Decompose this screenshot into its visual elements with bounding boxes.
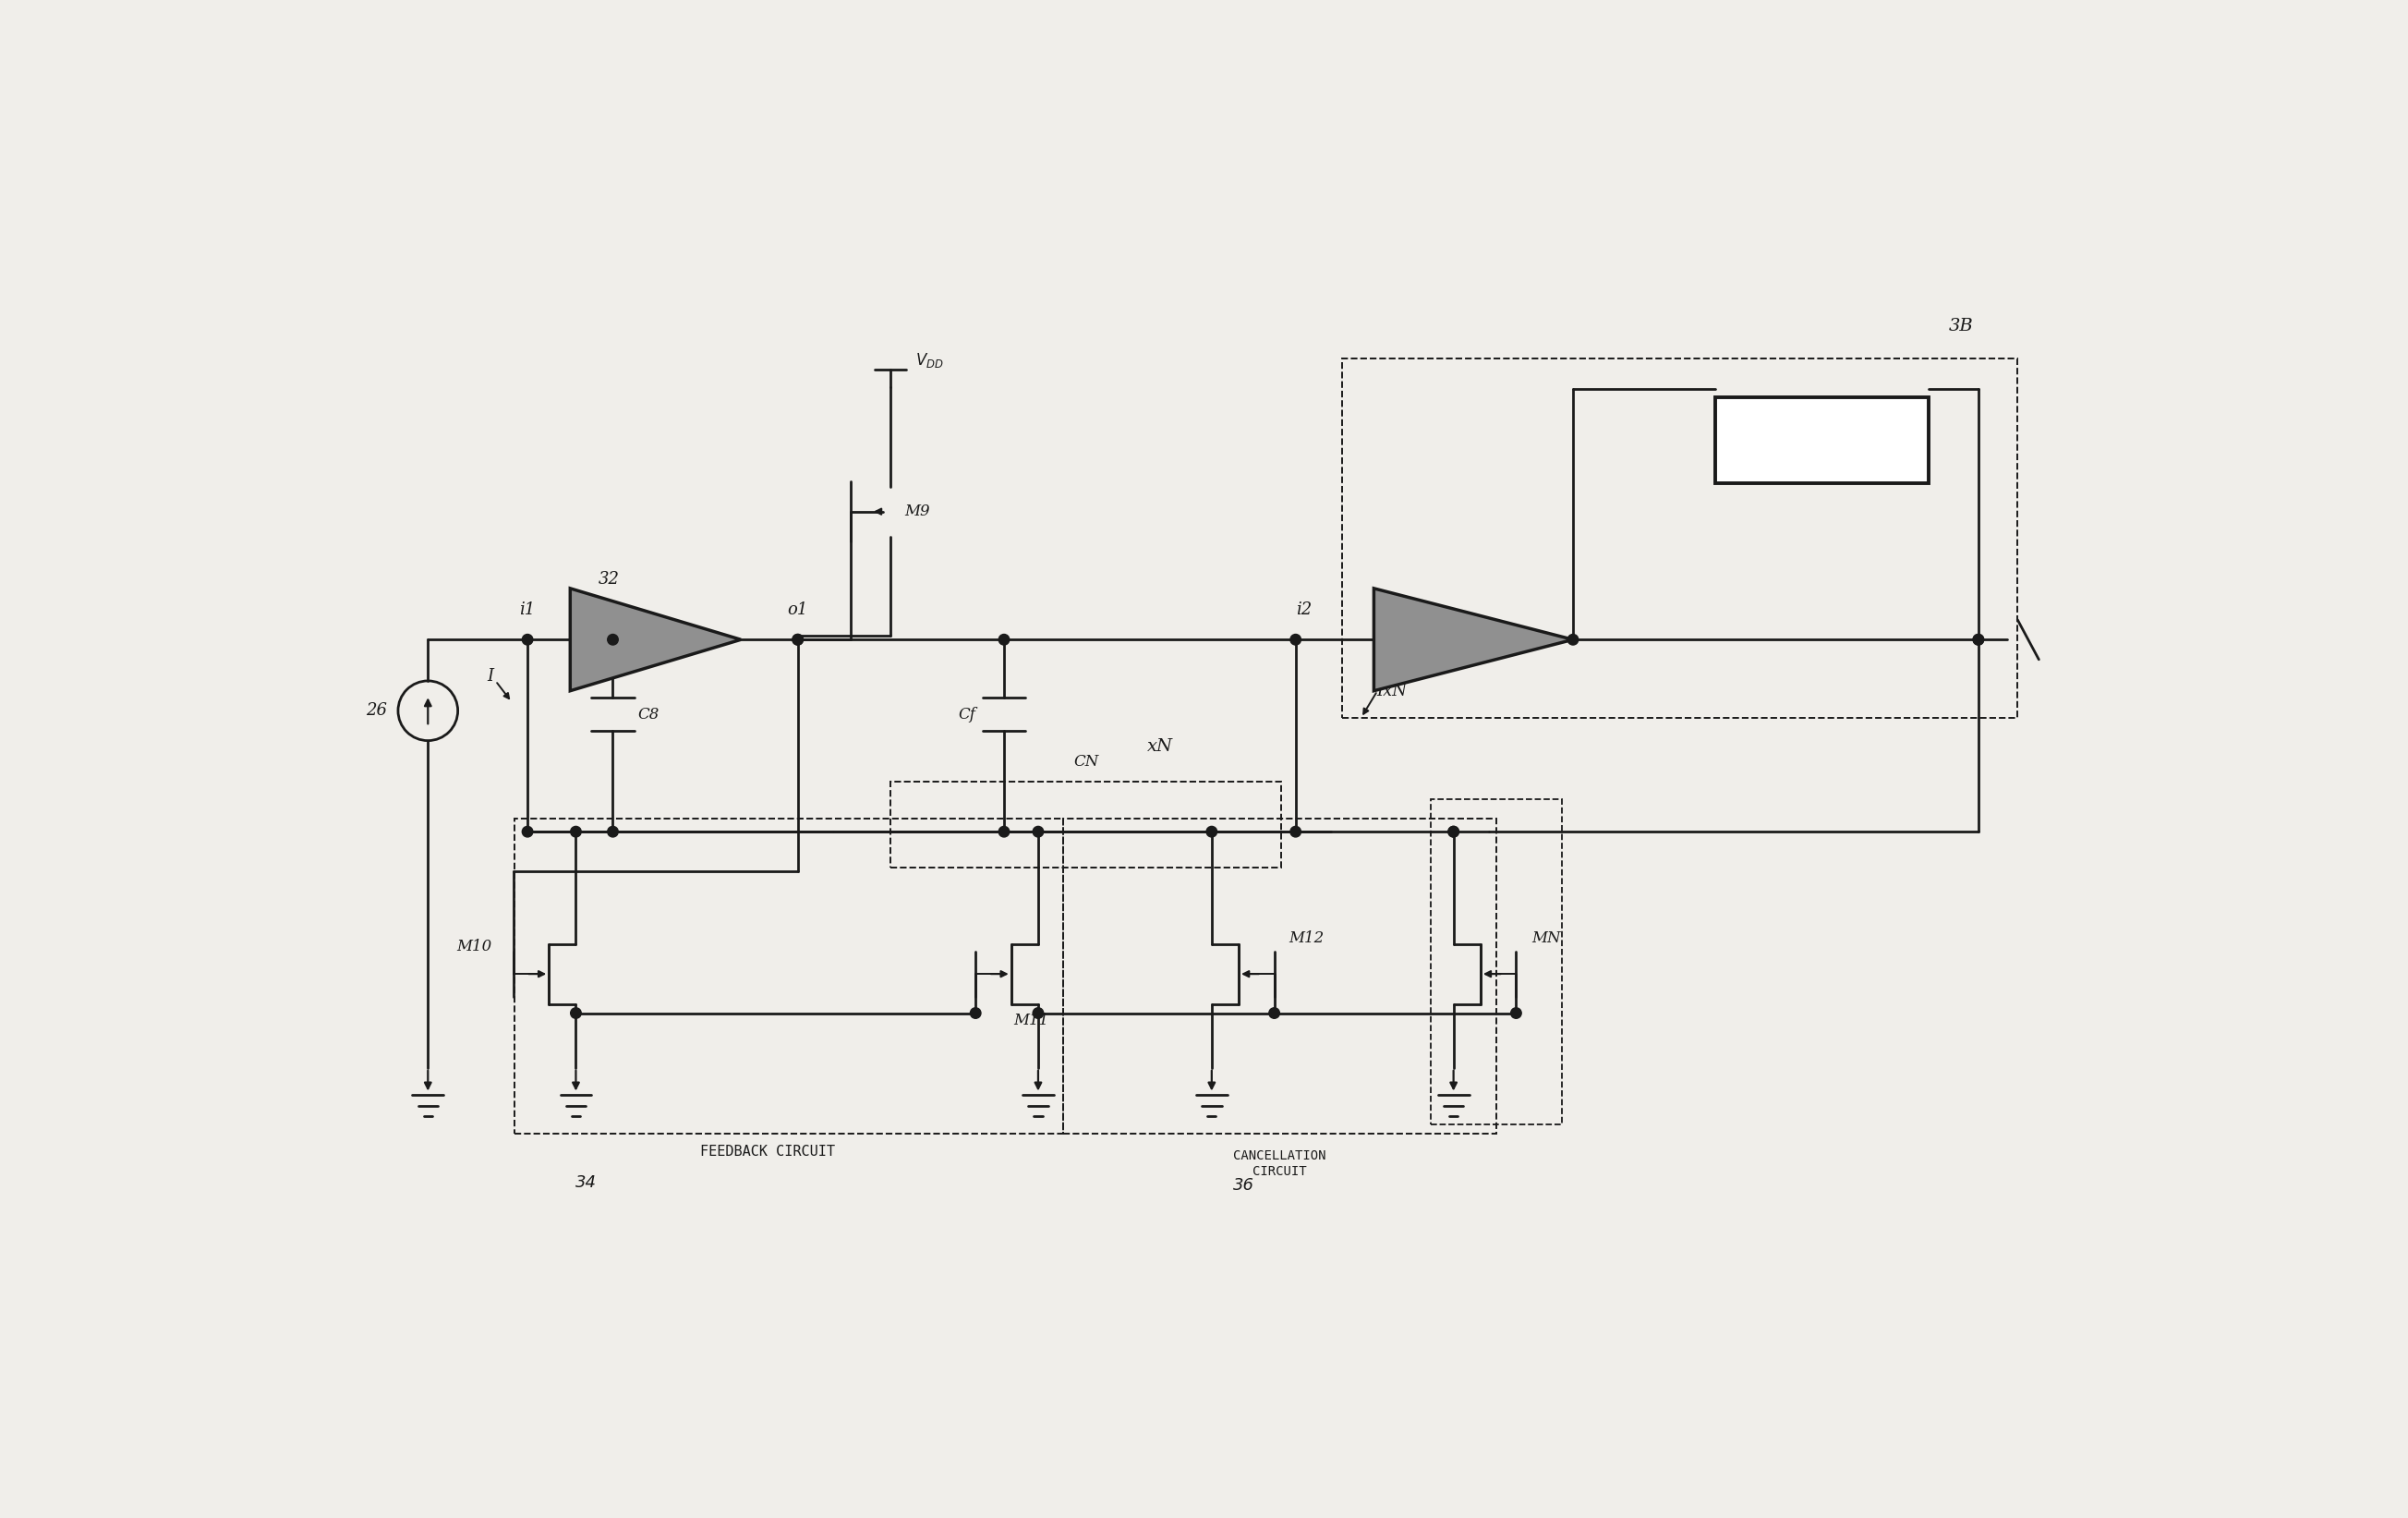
- Circle shape: [523, 826, 532, 836]
- Circle shape: [999, 826, 1009, 836]
- Circle shape: [792, 635, 804, 645]
- Circle shape: [1033, 826, 1043, 836]
- Circle shape: [1972, 635, 1984, 645]
- Text: M10: M10: [458, 940, 491, 955]
- Text: M9: M9: [905, 504, 929, 519]
- Circle shape: [607, 635, 619, 645]
- Text: CANCELLATION
CIRCUIT: CANCELLATION CIRCUIT: [1233, 1149, 1327, 1178]
- Text: CN: CN: [1074, 754, 1098, 770]
- Circle shape: [607, 826, 619, 836]
- Text: 3B: 3B: [1948, 319, 1972, 335]
- Circle shape: [970, 1008, 980, 1019]
- Circle shape: [1291, 826, 1300, 836]
- Circle shape: [1033, 1008, 1043, 1019]
- Text: 34: 34: [576, 1173, 597, 1190]
- Text: 26: 26: [366, 703, 388, 720]
- Text: xN: xN: [1149, 738, 1173, 754]
- Polygon shape: [1375, 589, 1572, 691]
- Circle shape: [999, 635, 1009, 645]
- Text: IxN: IxN: [1377, 683, 1406, 700]
- Circle shape: [792, 635, 804, 645]
- Text: I: I: [486, 668, 494, 685]
- Circle shape: [523, 635, 532, 645]
- Circle shape: [1568, 635, 1577, 645]
- Text: 32: 32: [600, 571, 619, 587]
- Circle shape: [571, 826, 580, 836]
- Text: o1: o1: [787, 601, 809, 618]
- Circle shape: [1510, 1008, 1522, 1019]
- Circle shape: [1206, 826, 1216, 836]
- Text: i2: i2: [1296, 601, 1312, 618]
- Text: C8: C8: [638, 706, 660, 723]
- Text: M11: M11: [1014, 1013, 1050, 1028]
- Circle shape: [1447, 826, 1459, 836]
- Polygon shape: [571, 589, 742, 691]
- Circle shape: [571, 1008, 580, 1019]
- Text: Cf: Cf: [958, 706, 975, 723]
- Circle shape: [1447, 826, 1459, 836]
- FancyBboxPatch shape: [1714, 398, 1929, 483]
- Text: MN: MN: [1531, 931, 1560, 946]
- Text: M12: M12: [1288, 931, 1324, 946]
- Text: 36: 36: [1233, 1176, 1255, 1193]
- Text: Z: Z: [1811, 425, 1832, 455]
- Text: FEEDBACK CIRCUIT: FEEDBACK CIRCUIT: [701, 1145, 836, 1158]
- Text: $V_{DD}$: $V_{DD}$: [915, 352, 944, 370]
- Text: i1: i1: [520, 601, 535, 618]
- Circle shape: [1972, 635, 1984, 645]
- Circle shape: [1291, 635, 1300, 645]
- Circle shape: [1269, 1008, 1279, 1019]
